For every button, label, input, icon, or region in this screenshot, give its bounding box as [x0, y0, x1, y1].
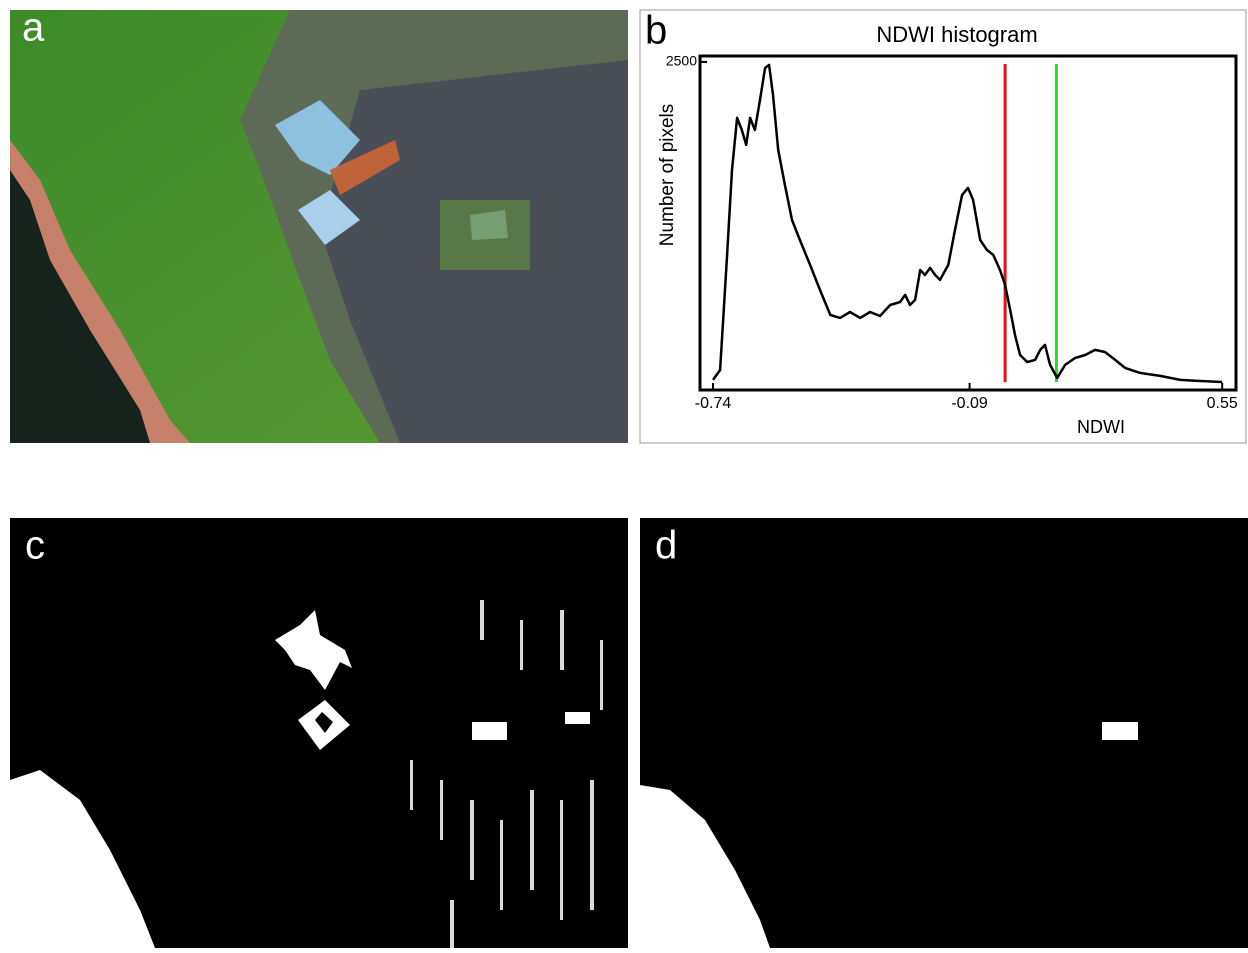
x-tick-label: -0.09 — [951, 395, 988, 412]
chart-title: NDWI histogram — [876, 22, 1037, 47]
histogram-line — [711, 63, 1223, 384]
panel-label: a — [22, 6, 45, 50]
panel-label: b — [645, 9, 667, 53]
x-tick-label: 0.55 — [1207, 395, 1238, 412]
mask-image: c — [10, 518, 628, 948]
y-axis-label: Number of pixels — [657, 104, 678, 247]
satellite-image: a — [10, 6, 628, 443]
y-tick-label: 2500 — [666, 53, 697, 69]
mask-image: d — [640, 518, 1248, 948]
plot-frame — [698, 54, 1238, 392]
x-tick-label: -0.74 — [695, 395, 732, 412]
panel-frame — [639, 9, 1247, 444]
x-axis-label: NDWI — [1077, 417, 1125, 437]
panel-label: c — [25, 524, 45, 568]
panel-label: d — [655, 524, 677, 568]
